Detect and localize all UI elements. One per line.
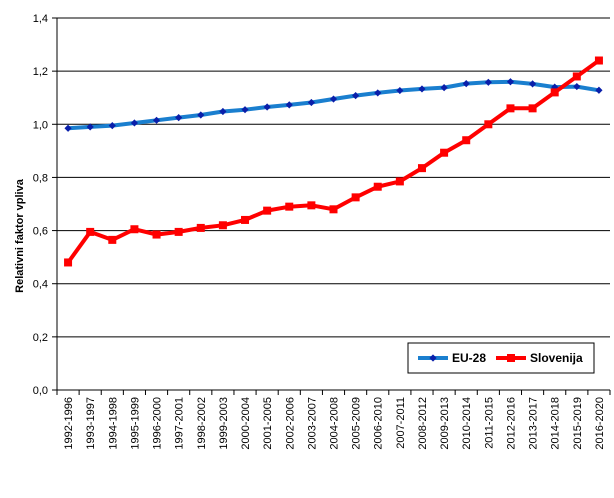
data-point-eu-28 [352,91,360,100]
x-tick-label: 2002-2006 [284,397,296,450]
data-point-eu-28 [374,89,382,97]
data-point-slovenija [506,104,515,113]
data-point-eu-28 [329,95,338,103]
data-point-slovenija [64,258,73,267]
data-point-eu-28 [64,124,72,132]
data-point-eu-28 [462,80,470,88]
data-point-slovenija [351,193,360,202]
data-point-slovenija [484,120,493,129]
data-point-slovenija [572,72,581,81]
x-tick-label: 2009-2013 [439,397,451,450]
data-point-eu-28 [130,119,139,127]
x-tick-labels: 1992-1996 1993-1997 1994-1998 1995-1999 1996… [63,397,606,450]
y-tick-label: 0,2 [33,332,48,344]
data-point-eu-28 [263,103,271,111]
legend: EU-28 Slovenija [407,342,595,374]
data-point-slovenija [196,223,205,232]
data-point-eu-28 [595,86,603,94]
x-tick-label: 1997-2001 [174,397,186,450]
y-tick-label: 1,0 [33,119,48,131]
y-tick-label: 1,2 [33,66,48,78]
data-point-eu-28 [440,84,448,92]
y-tick-label: 0,6 [33,226,48,238]
y-tick-label: 1,4 [33,13,48,25]
data-point-eu-28 [573,82,581,91]
data-point-slovenija [152,230,161,239]
legend-marker-slovenija [507,354,515,362]
data-point-slovenija [241,215,250,224]
axes [52,17,611,395]
data-point-slovenija [108,235,117,244]
legend-label-eu-28: EU-28 [452,351,486,365]
x-tick-label: 2015-2019 [572,397,584,450]
data-point-eu-28 [484,78,492,86]
data-point-eu-28 [528,80,537,88]
data-point-eu-28 [285,101,293,109]
data-point-slovenija [594,56,603,65]
x-tick-label: 1996-2000 [152,397,164,450]
data-point-slovenija [462,136,471,145]
legend-label-slovenija: Slovenija [530,351,583,365]
x-tick-label: 2012-2016 [505,397,517,450]
x-tick-label: 2008-2012 [417,397,429,450]
x-tick-label: 2007-2011 [395,397,407,449]
data-point-slovenija [329,205,338,214]
x-tick-label: 1993-1997 [85,397,97,450]
gridlines [57,17,610,338]
y-axis-title: Relativni faktor vpliva [14,178,26,293]
data-point-slovenija [285,202,294,211]
data-point-slovenija [528,104,537,113]
x-tick-label: 2003-2007 [306,397,318,450]
data-point-eu-28 [219,107,227,116]
data-point-eu-28 [396,86,404,95]
x-tick-label: 2001-2005 [262,397,274,450]
x-tick-label: 2004-2008 [329,397,341,450]
x-tick-label: 1992-1996 [63,397,75,450]
data-point-eu-28 [307,98,315,107]
data-point-slovenija [174,227,183,236]
data-point-eu-28 [418,85,426,93]
legend-marker-eu-28 [429,354,437,362]
data-point-slovenija [130,225,139,234]
data-point-slovenija [550,88,559,97]
x-tick-label: 2006-2010 [373,397,385,450]
data-point-eu-28 [152,116,161,124]
data-point-slovenija [417,164,426,173]
x-tick-label: 2016-2020 [594,397,606,450]
data-point-slovenija [307,201,316,210]
data-point-slovenija [373,182,382,191]
data-point-slovenija [218,221,227,230]
data-point-eu-28 [86,123,94,131]
data-point-eu-28 [241,106,249,114]
x-tick-label: 2010-2014 [461,397,473,450]
series-lines [64,56,603,267]
data-point-eu-28 [506,78,515,86]
y-tick-label: 0,8 [33,172,48,184]
data-point-slovenija [440,148,449,157]
y-tick-labels: 0,0 0,2 0,4 0,6 0,8 1,0 1,2 1,4 [33,13,48,397]
x-tick-label: 1994-1998 [107,397,119,450]
x-tick-label: 2011-2015 [483,397,495,449]
x-tick-label: 2013-2017 [528,397,540,450]
x-tick-label: 1998-2002 [196,397,208,450]
data-point-slovenija [263,206,272,215]
data-point-eu-28 [197,111,205,119]
y-tick-label: 0,4 [33,279,48,291]
x-tick-label: 2014-2018 [550,397,562,450]
x-tick-label: 1999-2003 [218,397,230,450]
data-point-eu-28 [175,114,183,122]
x-tick-label: 2005-2009 [351,397,363,450]
x-tick-label: 1995-1999 [129,397,141,450]
y-tick-label: 0,0 [33,385,48,397]
data-point-slovenija [86,227,95,236]
data-point-slovenija [395,177,404,186]
x-tick-label: 2000-2004 [240,397,252,450]
data-point-eu-28 [108,122,116,130]
